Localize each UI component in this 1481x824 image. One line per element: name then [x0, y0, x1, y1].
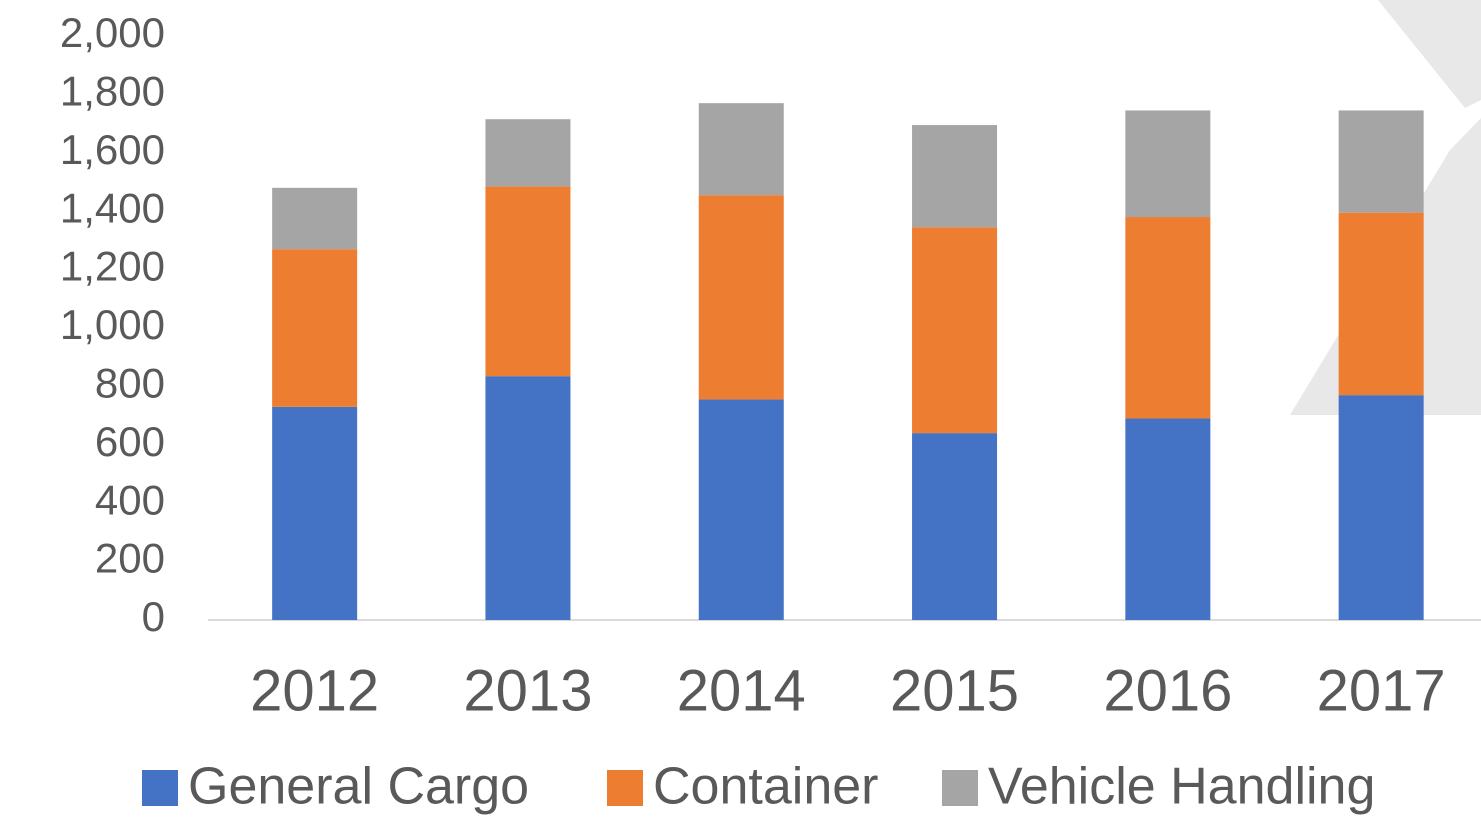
y-tick-label: 1,000: [60, 301, 165, 348]
bar-segment: [272, 406, 358, 620]
bar-segment: [1125, 110, 1211, 218]
y-tick-label: 1,800: [60, 67, 165, 114]
y-tick-label: 1,400: [60, 184, 165, 231]
y-tick-label: 400: [95, 476, 165, 523]
bar-segment: [272, 187, 358, 250]
bar-segment: [485, 186, 571, 377]
bar-segment: [272, 249, 358, 407]
bar-segment: [698, 103, 784, 196]
bar-segment: [698, 399, 784, 620]
bar-segment: [912, 125, 998, 228]
y-tick-label: 600: [95, 418, 165, 465]
x-tick-label: 2013: [463, 658, 592, 723]
bar-segment: [485, 119, 571, 187]
bar-segment: [698, 195, 784, 400]
y-tick-label: 800: [95, 359, 165, 406]
bar-segment: [1125, 418, 1211, 620]
bar-segment: [1338, 212, 1424, 396]
legend-swatch: [607, 770, 643, 806]
y-tick-label: 2,000: [60, 9, 165, 56]
bar-segment: [1338, 110, 1424, 213]
x-tick-label: 2015: [890, 658, 1019, 723]
bar-segment: [912, 433, 998, 620]
y-tick-label: 200: [95, 535, 165, 582]
bar-segment: [1338, 395, 1424, 620]
legend-label: General Cargo: [188, 758, 529, 816]
y-tick-label: 1,600: [60, 126, 165, 173]
legend-label: Container: [653, 758, 878, 816]
legend-label: Vehicle Handling: [988, 758, 1375, 816]
x-tick-label: 2014: [677, 658, 806, 723]
x-tick-label: 2017: [1317, 658, 1446, 723]
bar-segment: [912, 227, 998, 434]
y-tick-label: 0: [142, 593, 165, 640]
x-tick-label: 2012: [250, 658, 379, 723]
legend-swatch: [142, 770, 178, 806]
bar-segment: [1125, 217, 1211, 419]
y-tick-label: 1,200: [60, 243, 165, 290]
legend-swatch: [942, 770, 978, 806]
background-shape: [1378, 0, 1481, 108]
bar-segment: [485, 376, 571, 620]
x-tick-label: 2016: [1103, 658, 1232, 723]
